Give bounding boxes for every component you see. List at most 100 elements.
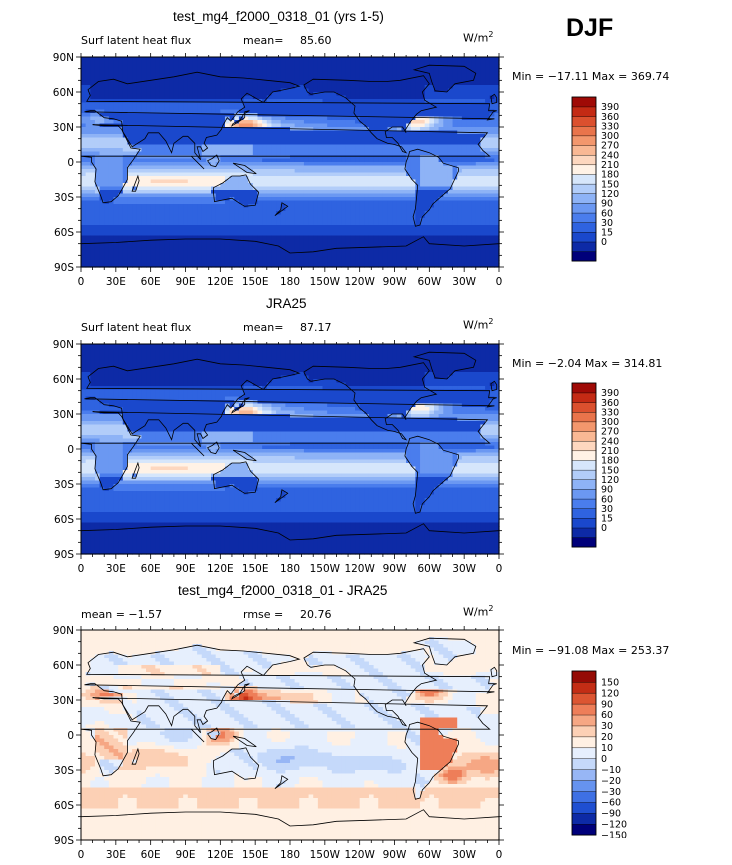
heatmap-cell — [368, 95, 375, 100]
heatmap-cell — [178, 130, 184, 135]
heatmap-cell — [178, 106, 184, 111]
heatmap-cell — [322, 88, 328, 93]
heatmap-cell — [368, 228, 375, 233]
heatmap-cell — [350, 155, 356, 160]
heatmap-cell — [257, 67, 263, 72]
heatmap-cell — [238, 144, 245, 149]
heatmap-cell — [378, 204, 384, 209]
heatmap-cell — [466, 141, 472, 146]
heatmap-cell — [480, 204, 486, 209]
heatmap-cell — [290, 165, 296, 170]
heatmap-cell — [373, 64, 379, 69]
heatmap-cell — [252, 123, 259, 128]
heatmap-cell — [164, 67, 170, 72]
heatmap-cell — [183, 197, 189, 202]
heatmap-cell — [215, 120, 221, 125]
heatmap-cell — [257, 95, 263, 100]
heatmap-cell — [252, 120, 259, 125]
heatmap-cell — [118, 207, 124, 212]
heatmap-cell — [327, 144, 333, 149]
heatmap-cell — [252, 165, 259, 170]
heatmap-cell — [173, 123, 180, 128]
heatmap-cell — [94, 120, 101, 125]
heatmap-cell — [276, 193, 282, 198]
heatmap-cell — [266, 169, 273, 174]
heatmap-cell — [345, 144, 351, 149]
heatmap-cell — [243, 102, 249, 107]
heatmap-cell — [313, 155, 319, 160]
heatmap-cell — [364, 141, 370, 146]
heatmap-cell — [132, 214, 138, 219]
heatmap-cell — [303, 78, 310, 83]
heatmap-cell — [420, 57, 426, 62]
heatmap-cell — [252, 176, 259, 181]
heatmap-cell — [475, 169, 482, 174]
heatmap-cell — [475, 242, 482, 247]
heatmap-cell — [359, 204, 365, 209]
heatmap-cell — [169, 235, 175, 240]
heatmap-cell — [132, 116, 138, 121]
heatmap-cell — [350, 106, 356, 111]
heatmap-cell — [173, 207, 180, 212]
heatmap-cell — [382, 57, 389, 62]
heatmap-cell — [150, 67, 156, 72]
heatmap-cell — [150, 197, 156, 202]
heatmap-cell — [466, 214, 472, 219]
heatmap-cell — [99, 172, 105, 177]
heatmap-cell — [252, 183, 259, 188]
heatmap-cell — [159, 71, 166, 76]
heatmap-cell — [262, 225, 268, 230]
heatmap-cell — [262, 165, 268, 170]
heatmap-cell — [322, 193, 328, 198]
heatmap-cell — [480, 144, 486, 149]
heatmap-cell — [322, 232, 328, 237]
heatmap-cell — [438, 200, 444, 205]
heatmap-cell — [183, 137, 189, 142]
heatmap-cell — [433, 137, 440, 142]
heatmap-cell — [99, 88, 105, 93]
heatmap-cell — [85, 64, 91, 69]
heatmap-cell — [234, 228, 240, 233]
heatmap-cell — [433, 71, 440, 76]
heatmap-cell — [118, 169, 124, 174]
heatmap-cell — [466, 242, 472, 247]
heatmap-cell — [299, 169, 305, 174]
heatmap-cell — [475, 67, 482, 72]
heatmap-cell — [485, 155, 491, 160]
heatmap-cell — [99, 186, 105, 191]
heatmap-cell — [215, 144, 221, 149]
heatmap-cell — [220, 148, 226, 153]
heatmap-cell — [378, 169, 384, 174]
heatmap-cell — [276, 148, 282, 153]
heatmap-cell — [146, 71, 152, 76]
heatmap-cell — [155, 148, 161, 153]
heatmap-cell — [387, 214, 393, 219]
heatmap-cell — [271, 85, 277, 90]
heatmap-cell — [401, 57, 407, 62]
heatmap-cell — [206, 228, 212, 233]
heatmap-cell — [122, 172, 129, 177]
heatmap-cell — [81, 228, 87, 233]
heatmap-cell — [122, 186, 129, 191]
heatmap-cell — [173, 172, 180, 177]
heatmap-cell — [248, 221, 254, 226]
heatmap-cell — [485, 144, 491, 149]
heatmap-cell — [290, 137, 296, 142]
heatmap-cell — [169, 183, 175, 188]
heatmap-cell — [215, 186, 221, 191]
heatmap-cell — [234, 57, 240, 62]
heatmap-cell — [485, 81, 491, 86]
heatmap-cell — [94, 92, 101, 97]
heatmap-cell — [243, 158, 249, 163]
heatmap-cell — [475, 211, 482, 216]
heatmap-cell — [81, 197, 87, 202]
heatmap-cell — [215, 71, 221, 76]
heatmap-cell — [262, 169, 268, 174]
heatmap-cell — [127, 116, 133, 121]
heatmap-cell — [248, 190, 254, 195]
heatmap-cell — [373, 67, 379, 72]
heatmap-cell — [159, 176, 166, 181]
heatmap-cell — [224, 246, 231, 251]
heatmap-cell — [313, 183, 319, 188]
heatmap-cell — [99, 249, 105, 254]
